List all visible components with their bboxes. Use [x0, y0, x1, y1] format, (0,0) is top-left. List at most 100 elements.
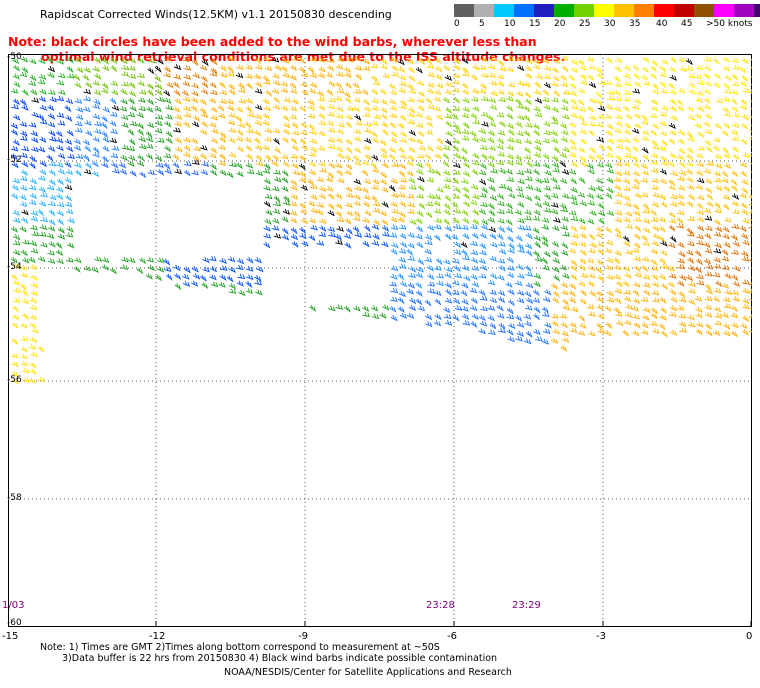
wind-barb	[453, 96, 461, 104]
wind-barb	[481, 121, 489, 127]
wind-barb	[613, 274, 622, 280]
wind-barb	[301, 89, 309, 96]
wind-barb	[353, 193, 361, 201]
wind-barb	[516, 289, 525, 296]
wind-barb	[426, 145, 434, 152]
wind-barb	[298, 105, 307, 113]
wind-barb	[21, 104, 29, 111]
wind-barb	[534, 97, 543, 104]
wind-barb	[640, 177, 649, 183]
wind-barb	[219, 257, 227, 264]
legend-swatch	[454, 4, 474, 17]
wind-barb	[668, 224, 676, 232]
wind-barb	[345, 114, 353, 121]
wind-barb	[155, 89, 163, 97]
wind-barb	[66, 226, 74, 233]
wind-barb	[625, 304, 633, 310]
wind-barb	[362, 65, 371, 71]
wind-barb	[30, 130, 39, 137]
longitude-label: -12	[149, 631, 166, 642]
wind-barb	[298, 163, 306, 171]
wind-barb	[632, 88, 641, 94]
wind-barb	[211, 128, 219, 135]
wind-barb	[516, 297, 525, 304]
wind-barb	[613, 176, 622, 183]
wind-barb	[210, 163, 218, 171]
wind-barb	[633, 112, 641, 119]
wind-barb	[658, 273, 666, 281]
wind-barb	[586, 192, 595, 199]
wind-barb	[472, 105, 480, 112]
wind-barb	[109, 267, 117, 275]
wind-barb	[12, 209, 20, 216]
wind-barb	[37, 146, 46, 153]
wind-barb	[415, 66, 423, 74]
wind-barb	[742, 218, 750, 224]
wind-barb	[10, 256, 18, 264]
wind-barb	[136, 160, 145, 167]
wind-barb	[461, 265, 470, 272]
wind-barb	[570, 58, 578, 66]
wind-barb	[715, 97, 723, 104]
wind-barb	[390, 248, 398, 256]
wind-barb	[307, 200, 316, 207]
wind-barb	[623, 96, 631, 103]
wind-barb	[444, 320, 453, 326]
wind-barb	[731, 274, 739, 282]
wind-barb	[533, 129, 541, 137]
wind-barb	[199, 274, 207, 282]
wind-barb	[569, 144, 578, 151]
wind-barb	[436, 82, 444, 89]
wind-barb	[154, 65, 162, 73]
wind-barb	[570, 112, 578, 119]
wind-barb	[505, 185, 513, 193]
wind-barb	[165, 130, 173, 138]
wind-barb	[199, 98, 207, 106]
wind-barb	[472, 152, 480, 160]
wind-barb	[327, 203, 335, 211]
wind-barb	[560, 224, 569, 231]
wind-barb	[391, 161, 400, 168]
credit-line: NOAA/NESDIS/Center for Satellite Applica…	[224, 667, 512, 678]
wind-barb	[472, 193, 480, 200]
wind-barb	[623, 289, 631, 295]
wind-barb	[713, 219, 721, 226]
wind-barb	[29, 74, 37, 82]
wind-barb	[478, 314, 486, 322]
wind-barb	[28, 199, 37, 206]
wind-barb	[91, 160, 99, 168]
wind-barb	[363, 232, 372, 239]
wind-barb	[264, 193, 273, 200]
wind-barb	[235, 136, 244, 142]
longitude-label: -3	[596, 631, 606, 642]
wind-barb	[668, 122, 676, 129]
wind-barb	[579, 298, 587, 305]
wind-barb	[94, 121, 102, 127]
wind-barb	[272, 73, 280, 79]
wind-barb	[543, 73, 551, 80]
wind-barb	[399, 281, 408, 288]
wind-barb	[29, 155, 37, 163]
wind-barb	[713, 73, 722, 80]
wind-barb	[298, 171, 307, 178]
wind-barb	[550, 192, 559, 199]
wind-barb	[605, 129, 613, 137]
wind-barb	[172, 81, 180, 89]
wind-barb	[120, 98, 128, 105]
wind-barb	[192, 72, 200, 79]
wind-barb	[120, 58, 128, 65]
wind-barb	[397, 273, 405, 281]
wind-barb	[415, 272, 424, 279]
wind-barb	[436, 273, 444, 279]
wind-barb	[597, 248, 605, 256]
wind-barb	[578, 88, 586, 95]
wind-barb	[318, 185, 327, 193]
wind-barb	[622, 105, 630, 113]
wind-barb	[632, 289, 640, 297]
wind-barb	[462, 255, 470, 261]
wind-barb	[506, 314, 515, 320]
wind-barb	[182, 80, 190, 87]
wind-barb	[57, 152, 66, 160]
wind-barb	[595, 226, 604, 233]
wind-barb	[498, 96, 506, 103]
